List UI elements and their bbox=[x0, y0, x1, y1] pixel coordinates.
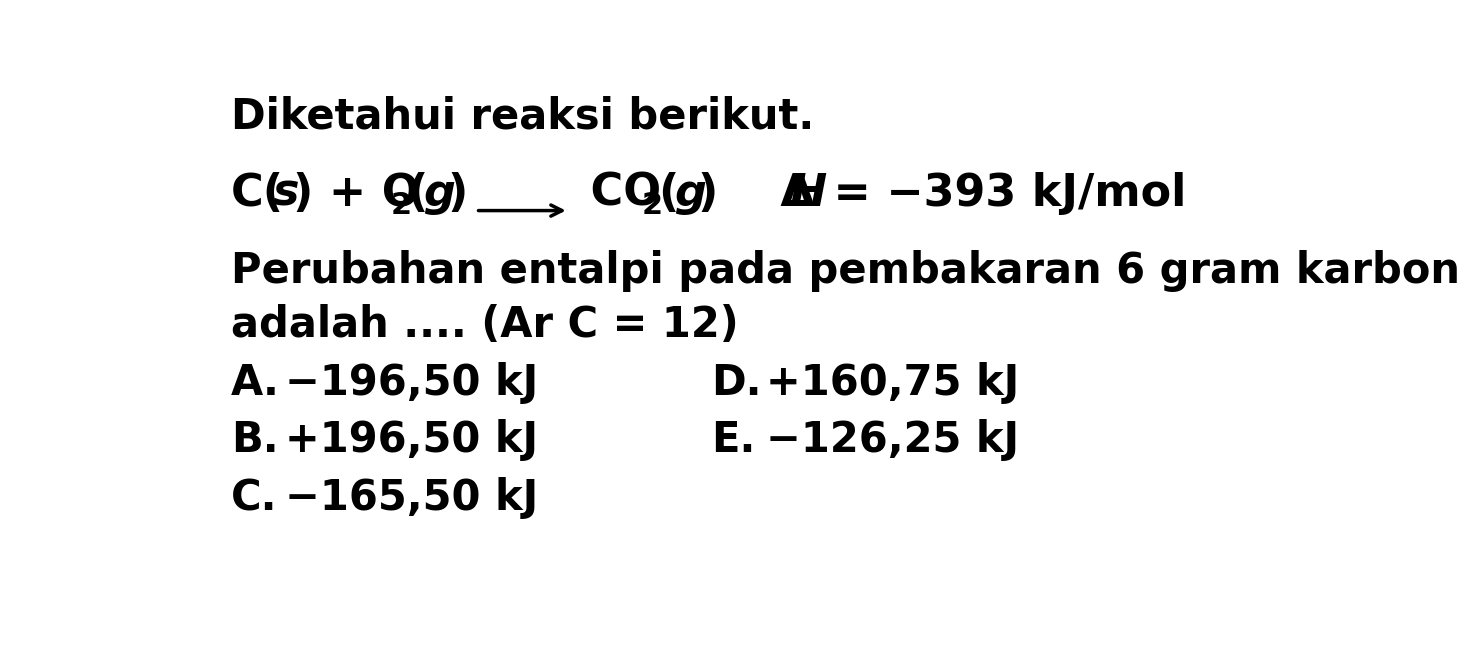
Text: (: ( bbox=[657, 172, 678, 215]
Text: 2: 2 bbox=[641, 191, 663, 220]
Text: C.: C. bbox=[230, 477, 278, 519]
Text: )    Δ: ) Δ bbox=[699, 172, 815, 215]
Text: +196,50 kJ: +196,50 kJ bbox=[285, 420, 539, 461]
Text: +160,75 kJ: +160,75 kJ bbox=[767, 362, 1019, 404]
Text: A.: A. bbox=[230, 362, 281, 404]
Text: D.: D. bbox=[712, 362, 762, 404]
Text: Diketahui reaksi berikut.: Diketahui reaksi berikut. bbox=[230, 96, 814, 138]
Text: H: H bbox=[789, 172, 826, 215]
Text: −126,25 kJ: −126,25 kJ bbox=[767, 420, 1019, 461]
Text: 2: 2 bbox=[391, 191, 412, 220]
Text: g: g bbox=[674, 172, 706, 215]
Text: −165,50 kJ: −165,50 kJ bbox=[285, 477, 539, 519]
Text: E.: E. bbox=[712, 420, 756, 461]
Text: C(: C( bbox=[230, 172, 284, 215]
Text: Perubahan entalpi pada pembakaran 6 gram karbon: Perubahan entalpi pada pembakaran 6 gram… bbox=[230, 250, 1461, 292]
Text: g: g bbox=[422, 172, 455, 215]
Text: −196,50 kJ: −196,50 kJ bbox=[285, 362, 539, 404]
Text: = −393 kJ/mol: = −393 kJ/mol bbox=[818, 172, 1186, 215]
Text: adalah .... (Ar C = 12): adalah .... (Ar C = 12) bbox=[230, 304, 738, 346]
Text: (: ( bbox=[408, 172, 428, 215]
Text: B.: B. bbox=[230, 420, 279, 461]
Text: ) + O: ) + O bbox=[292, 172, 419, 215]
Text: CO: CO bbox=[575, 172, 662, 215]
Text: ): ) bbox=[448, 172, 483, 215]
Text: s: s bbox=[272, 172, 298, 215]
